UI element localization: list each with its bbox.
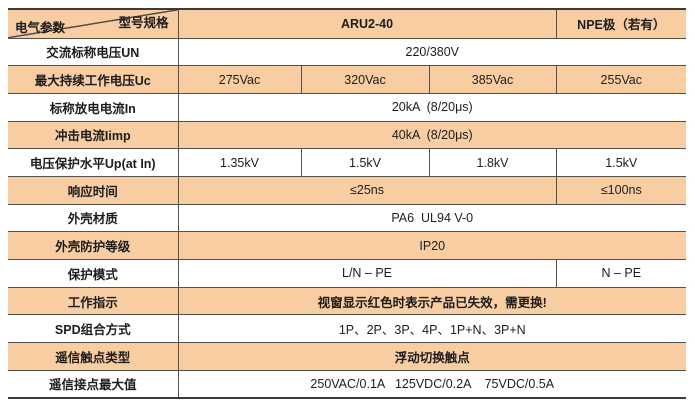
corner-header-cell: 型号规格 电气参数 bbox=[8, 8, 179, 39]
row-remote-contact-max: 遥信接点最大值 250VAC/0.1A 125VDC/0.2A 75VDC/0.… bbox=[8, 369, 687, 399]
param-value-npe: 1.5kV bbox=[555, 148, 687, 177]
row-impulse-current: 冲击电流Iimp 40kA (8/20μs) bbox=[8, 120, 687, 150]
param-value: 385Vac bbox=[428, 65, 557, 94]
param-value: PA6 UL94 V-0 bbox=[177, 203, 687, 233]
param-label: 交流标称电压UN bbox=[8, 37, 179, 67]
param-value-npe: ≤100ns bbox=[555, 175, 687, 205]
param-value: 40kA (8/20μs) bbox=[177, 120, 687, 150]
row-nominal-voltage: 交流标称电压UN 220/380V bbox=[8, 37, 687, 67]
param-value: 1P、2P、3P、4P、1P+N、3P+N bbox=[177, 314, 687, 344]
param-value: ≤25ns bbox=[177, 175, 557, 205]
row-voltage-protection-level: 电压保护水平Up(at In) 1.35kV 1.5kV 1.8kV 1.5kV bbox=[8, 148, 687, 177]
param-value: 1.5kV bbox=[300, 148, 430, 177]
param-value: IP20 bbox=[177, 231, 687, 260]
row-response-time: 响应时间 ≤25ns ≤100ns bbox=[8, 175, 687, 205]
param-label: SPD组合方式 bbox=[8, 314, 179, 344]
param-value: 浮动切换触点 bbox=[177, 342, 687, 371]
row-protection-rating: 外壳防护等级 IP20 bbox=[8, 231, 687, 260]
header-row: 型号规格 电气参数 ARU2-40 NPE极（若有） bbox=[8, 8, 687, 39]
row-remote-contact-type: 遥信触点类型 浮动切换触点 bbox=[8, 342, 687, 371]
corner-header-electrical-params: 电气参数 bbox=[15, 20, 66, 35]
param-value: 1.35kV bbox=[177, 148, 302, 177]
npe-header-cell: NPE极（若有） bbox=[555, 8, 687, 39]
param-value: 250VAC/0.1A 125VDC/0.2A 75VDC/0.5A bbox=[177, 369, 687, 399]
param-label: 遥信触点类型 bbox=[8, 342, 179, 371]
param-value: 视窗显示红色时表示产品已失效，需更换! bbox=[177, 286, 687, 316]
param-value-npe: 255Vac bbox=[555, 65, 687, 94]
spec-table: 型号规格 电气参数 ARU2-40 NPE极（若有） 交流标称电压UN 220/… bbox=[8, 8, 687, 399]
model-header-cell: ARU2-40 bbox=[177, 8, 557, 39]
param-label: 遥信接点最大值 bbox=[8, 369, 179, 399]
param-value: 220/380V bbox=[177, 37, 687, 67]
row-max-continuous-voltage: 最大持续工作电压Uc 275Vac 320Vac 385Vac 255Vac bbox=[8, 65, 687, 94]
param-value: 20kA (8/20μs) bbox=[177, 92, 687, 122]
param-label: 外壳防护等级 bbox=[8, 231, 179, 260]
param-value: 275Vac bbox=[177, 65, 302, 94]
row-shell-material: 外壳材质 PA6 UL94 V-0 bbox=[8, 203, 687, 233]
param-label: 最大持续工作电压Uc bbox=[8, 65, 179, 94]
param-value: 320Vac bbox=[300, 65, 430, 94]
param-label: 电压保护水平Up(at In) bbox=[8, 148, 179, 177]
corner-header-model-spec: 型号规格 bbox=[118, 16, 169, 30]
param-label: 标称放电电流In bbox=[8, 92, 179, 122]
param-label: 响应时间 bbox=[8, 175, 179, 205]
row-working-indication: 工作指示 视窗显示红色时表示产品已失效，需更换! bbox=[8, 286, 687, 316]
row-protection-mode: 保护模式 L/N – PE N – PE bbox=[8, 259, 687, 288]
param-label: 外壳材质 bbox=[8, 203, 179, 233]
param-label: 保护模式 bbox=[8, 259, 179, 288]
param-value: L/N – PE bbox=[177, 259, 557, 288]
param-label: 工作指示 bbox=[8, 286, 179, 316]
spec-table-container: 型号规格 电气参数 ARU2-40 NPE极（若有） 交流标称电压UN 220/… bbox=[8, 8, 687, 399]
param-label: 冲击电流Iimp bbox=[8, 120, 179, 150]
row-spd-combination: SPD组合方式 1P、2P、3P、4P、1P+N、3P+N bbox=[8, 314, 687, 344]
param-value-npe: N – PE bbox=[555, 259, 687, 288]
row-nominal-discharge-current: 标称放电电流In 20kA (8/20μs) bbox=[8, 92, 687, 122]
param-value: 1.8kV bbox=[428, 148, 557, 177]
